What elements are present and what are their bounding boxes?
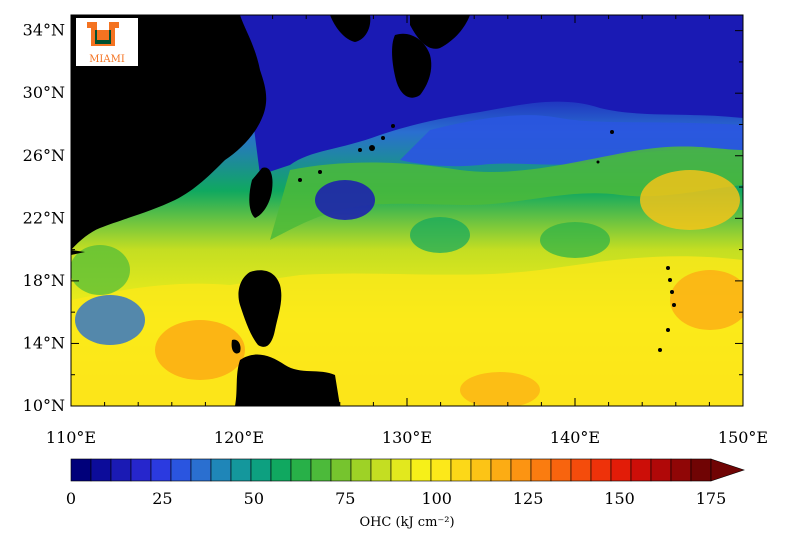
- cool-band-2: [400, 115, 743, 167]
- colorbar-swatch: [670, 458, 692, 482]
- lat-tick-label: 30°N: [23, 83, 65, 102]
- luzon-island: [238, 270, 282, 347]
- mindoro-island: [231, 339, 241, 354]
- mariana-islands: [596, 130, 676, 352]
- colorbar-swatch: [250, 458, 272, 482]
- colorbar-tick-label: 175: [696, 489, 727, 508]
- visayas-islands: [235, 354, 340, 406]
- colorbar-swatch: [550, 458, 572, 482]
- colorbar-swatch: [650, 458, 672, 482]
- japan-kyushu: [392, 33, 432, 98]
- cool-patch-1: [315, 180, 375, 220]
- colorbar-swatch: [330, 458, 352, 482]
- axis-labels: 110°E 120°E 130°E 140°E 150°E 10°N 14°N 18°N 22°…: [23, 21, 768, 447]
- colorbar-swatch: [230, 458, 252, 482]
- warm-patch-3: [155, 320, 245, 380]
- warm-patch-4: [460, 372, 540, 406]
- taiwan-island: [249, 167, 273, 218]
- colorbar-swatch: [370, 458, 392, 482]
- colorbar-swatch: [150, 458, 172, 482]
- hainan-island: [71, 250, 85, 255]
- colorbar-tick-label: 25: [152, 489, 172, 508]
- lat-tick-label: 10°N: [23, 396, 65, 415]
- cool-patch-2: [75, 295, 145, 345]
- colorbar-swatch: [490, 458, 512, 482]
- colorbar-labels: 0 25 50 75 100 125 150 175: [66, 489, 726, 508]
- lon-tick-label: 130°E: [382, 428, 432, 447]
- colorbar-swatch: [290, 458, 312, 482]
- axis-ticks: [70, 15, 744, 407]
- colorbar-extend-arrow: [710, 458, 745, 482]
- colorbar-unit-label: OHC (kJ cm⁻²): [359, 515, 454, 530]
- colorbar-swatch: [470, 458, 492, 482]
- colorbar-swatch: [570, 458, 592, 482]
- ohc-field: [71, 15, 743, 406]
- warm-patch-1: [640, 170, 740, 230]
- colorbar-swatch: [450, 458, 472, 482]
- lat-tick-label: 18°N: [23, 271, 65, 290]
- colorbar-swatch: [690, 458, 712, 482]
- colorbar-swatch: [410, 458, 432, 482]
- colorbar-swatch: [190, 458, 212, 482]
- colorbar-swatch: [610, 458, 632, 482]
- warm-patch-2: [670, 270, 743, 330]
- lat-tick-label: 34°N: [23, 21, 65, 40]
- china-landmass: [71, 15, 267, 250]
- colorbar-swatch: [270, 458, 292, 482]
- colorbar-swatch: [390, 458, 412, 482]
- cool-patch-3: [410, 217, 470, 253]
- colorbar-swatch: [630, 458, 652, 482]
- lat-tick-label: 22°N: [23, 208, 65, 227]
- ryukyu-islands: [298, 124, 395, 182]
- logo-text: MIAMI: [89, 54, 125, 65]
- colorbar-swatch: [90, 458, 112, 482]
- colorbar: [70, 458, 745, 482]
- colorbar-swatch: [430, 458, 452, 482]
- korea-tip: [330, 15, 371, 42]
- lon-tick-label: 120°E: [214, 428, 264, 447]
- colorbar-tick-label: 75: [335, 489, 355, 508]
- green-band: [270, 146, 743, 240]
- colorbar-swatch: [590, 458, 612, 482]
- colorbar-swatch: [530, 458, 552, 482]
- colorbar-swatch: [130, 458, 152, 482]
- miami-logo: MIAMI: [76, 18, 138, 66]
- lon-tick-label: 110°E: [46, 428, 96, 447]
- colorbar-tick-label: 150: [604, 489, 635, 508]
- cool-patch-4: [540, 222, 610, 258]
- lat-tick-label: 14°N: [23, 333, 65, 352]
- colorbar-swatch: [350, 458, 372, 482]
- cool-patch-5: [71, 245, 130, 295]
- colorbar-swatch: [510, 458, 532, 482]
- lon-tick-label: 150°E: [718, 428, 768, 447]
- colorbar-tick-label: 100: [421, 489, 452, 508]
- colorbar-tick-label: 125: [513, 489, 544, 508]
- lon-tick-label: 140°E: [550, 428, 600, 447]
- colorbar-tick-label: 50: [244, 489, 264, 508]
- colorbar-swatch: [310, 458, 332, 482]
- lat-tick-label: 26°N: [23, 146, 65, 165]
- colorbar-swatch: [110, 458, 132, 482]
- u-logo-icon: [87, 22, 119, 46]
- colorbar-swatch: [70, 458, 92, 482]
- japan-honshu: [410, 15, 470, 49]
- colorbar-tick-label: 0: [66, 489, 76, 508]
- colorbar-swatch: [170, 458, 192, 482]
- colorbar-swatch: [210, 458, 232, 482]
